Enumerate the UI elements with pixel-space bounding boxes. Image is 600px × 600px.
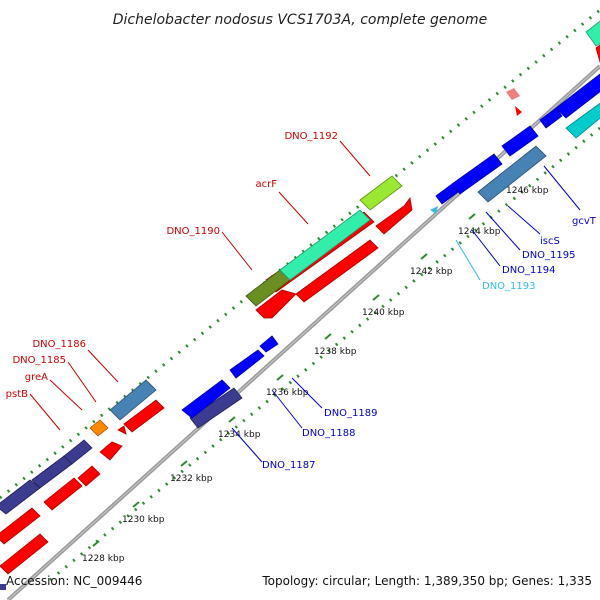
connector-dno-1192 bbox=[339, 140, 371, 177]
connector-iscs bbox=[507, 205, 541, 235]
gene-purple-bar[interactable] bbox=[63, 439, 93, 465]
tick-mark bbox=[276, 374, 284, 381]
gene-aqua-bar[interactable] bbox=[585, 18, 600, 47]
gene-forward-bar[interactable] bbox=[295, 239, 379, 303]
label-dno-1190[interactable]: DNO_1190 bbox=[166, 226, 220, 237]
gene-forward-bar[interactable] bbox=[43, 477, 83, 511]
tick-marks: 1228 kbp 1230 kbp 1232 kbp 1234 kbp 1236 kbp… bbox=[82, 172, 549, 564]
connector-dno-1193 bbox=[455, 239, 481, 281]
tick-mark bbox=[180, 460, 188, 467]
edge-fragment bbox=[0, 584, 6, 590]
tick-mark bbox=[372, 294, 380, 301]
gene-forward-bar[interactable] bbox=[99, 441, 123, 461]
gene-reverse-bar[interactable] bbox=[229, 349, 265, 379]
tick-mark bbox=[420, 253, 428, 260]
label-dno-1194[interactable]: DNO_1194 bbox=[502, 265, 556, 276]
gene-reverse-bar[interactable] bbox=[555, 73, 600, 119]
gene-reverse-bar[interactable] bbox=[259, 335, 279, 353]
gene-forward-small[interactable] bbox=[506, 88, 520, 100]
tick-label: 1244 kbp bbox=[458, 227, 501, 237]
tick-mark bbox=[92, 540, 100, 547]
gene-forward-bar[interactable] bbox=[255, 289, 297, 319]
connector-dno-1187 bbox=[231, 427, 263, 463]
gene-forward-bar[interactable] bbox=[123, 399, 165, 433]
tick-label: 1234 kbp bbox=[218, 430, 261, 440]
map-title: Dichelobacter nodosus VCS1703A, complete… bbox=[113, 12, 487, 28]
gene-orange[interactable] bbox=[89, 419, 109, 437]
tick-label: 1246 kbp bbox=[506, 186, 549, 196]
summary-text: Topology: circular; Length: 1,389,350 bp… bbox=[261, 574, 592, 588]
gene-forward-bar[interactable] bbox=[375, 197, 413, 235]
tick-mark bbox=[468, 213, 476, 220]
gene-reverse-bar[interactable] bbox=[501, 125, 539, 157]
label-dno-1195[interactable]: DNO_1195 bbox=[522, 250, 576, 261]
tick-mark bbox=[324, 333, 332, 340]
accession-text: Accession: NC_009446 bbox=[6, 574, 142, 588]
forward-features bbox=[0, 18, 600, 575]
gene-reverse-bar[interactable] bbox=[539, 107, 563, 129]
label-pstb[interactable]: pstB bbox=[6, 389, 28, 400]
gene-labels: DNO_1192 acrF DNO_1190 DNO_1186 DNO_1185… bbox=[6, 131, 597, 471]
label-connectors bbox=[29, 140, 581, 463]
tick-label: 1240 kbp bbox=[362, 308, 405, 318]
tick-label: 1238 kbp bbox=[314, 347, 357, 357]
gene-purple-bar[interactable] bbox=[189, 387, 243, 429]
label-gcvt[interactable]: gcvT bbox=[572, 216, 597, 227]
label-dno-1186[interactable]: DNO_1186 bbox=[32, 339, 86, 350]
gene-forward-bar[interactable] bbox=[117, 425, 127, 435]
gene-forward-bar[interactable] bbox=[0, 533, 49, 575]
tick-mark bbox=[132, 501, 140, 508]
gene-forward-bar[interactable] bbox=[595, 38, 600, 63]
label-iscs[interactable]: iscS bbox=[540, 236, 560, 247]
gene-purple-bar[interactable] bbox=[0, 479, 41, 515]
gene-steelblue-bar[interactable] bbox=[109, 379, 157, 421]
tick-label: 1232 kbp bbox=[170, 474, 213, 484]
connector-dno-1189 bbox=[291, 377, 323, 409]
label-grea[interactable]: greA bbox=[25, 372, 48, 383]
gene-steelblue-bar[interactable] bbox=[477, 145, 547, 203]
tick-mark bbox=[228, 416, 236, 423]
gene-forward-small[interactable] bbox=[515, 106, 522, 116]
tick-label: 1236 kbp bbox=[266, 388, 309, 398]
tick-label: 1228 kbp bbox=[82, 554, 125, 564]
connector-dno-1185 bbox=[67, 361, 97, 403]
connector-pstb bbox=[29, 393, 61, 431]
connector-gcvt bbox=[543, 165, 581, 211]
label-dno-1193[interactable]: DNO_1193 bbox=[482, 281, 536, 292]
label-dno-1188[interactable]: DNO_1188 bbox=[302, 428, 356, 439]
tick-label: 1230 kbp bbox=[122, 515, 165, 525]
gene-reverse-rna[interactable] bbox=[430, 206, 438, 214]
gene-yellowgreen-bar[interactable] bbox=[359, 175, 403, 211]
label-acrf[interactable]: acrF bbox=[256, 179, 278, 190]
gene-forward-bar[interactable] bbox=[77, 465, 101, 487]
genome-backbone-highlight bbox=[7, 65, 600, 600]
connector-grea bbox=[49, 379, 83, 411]
connector-acrf bbox=[278, 191, 309, 225]
connector-dno-1188 bbox=[271, 389, 303, 429]
label-dno-1187[interactable]: DNO_1187 bbox=[262, 460, 316, 471]
label-dno-1192[interactable]: DNO_1192 bbox=[284, 131, 338, 142]
label-dno-1189[interactable]: DNO_1189 bbox=[324, 408, 378, 419]
connector-dno-1186 bbox=[87, 349, 119, 383]
gene-reverse-bar[interactable] bbox=[181, 379, 231, 419]
gene-aqua-bar[interactable] bbox=[279, 209, 371, 281]
label-dno-1185[interactable]: DNO_1185 bbox=[12, 355, 66, 366]
gene-reverse-bar[interactable] bbox=[451, 153, 503, 195]
connector-dno-1195 bbox=[485, 211, 521, 251]
tick-label: 1242 kbp bbox=[410, 267, 453, 277]
connector-dno-1190 bbox=[221, 231, 253, 271]
gene-reverse-rna[interactable] bbox=[565, 96, 600, 139]
reverse-features bbox=[181, 73, 600, 419]
gene-purple-bar[interactable] bbox=[31, 455, 73, 489]
connector-dno-1194 bbox=[471, 229, 501, 267]
gene-forward-bar[interactable] bbox=[0, 507, 41, 545]
